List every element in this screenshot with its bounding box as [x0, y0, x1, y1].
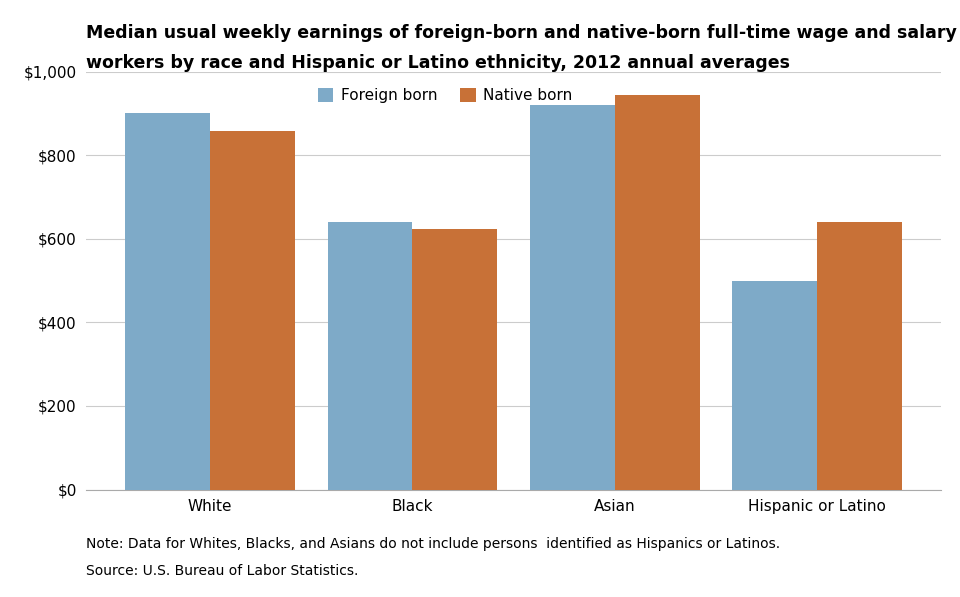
- Bar: [125, 113, 210, 490]
- Bar: [327, 221, 413, 490]
- Text: workers by race and Hispanic or Latino ethnicity, 2012 annual averages: workers by race and Hispanic or Latino e…: [86, 54, 790, 72]
- Text: Median usual weekly earnings of foreign-born and native-born full-time wage and : Median usual weekly earnings of foreign-…: [86, 24, 957, 42]
- Bar: [614, 94, 700, 490]
- Bar: [817, 222, 902, 490]
- Bar: [530, 104, 614, 490]
- Text: Note: Data for Whites, Blacks, and Asians do not include persons  identified as : Note: Data for Whites, Blacks, and Asian…: [86, 537, 780, 551]
- Legend: Foreign born, Native born: Foreign born, Native born: [313, 84, 577, 107]
- Bar: [210, 131, 295, 490]
- Text: Source: U.S. Bureau of Labor Statistics.: Source: U.S. Bureau of Labor Statistics.: [86, 564, 359, 578]
- Bar: [732, 281, 817, 490]
- Bar: [413, 229, 497, 490]
